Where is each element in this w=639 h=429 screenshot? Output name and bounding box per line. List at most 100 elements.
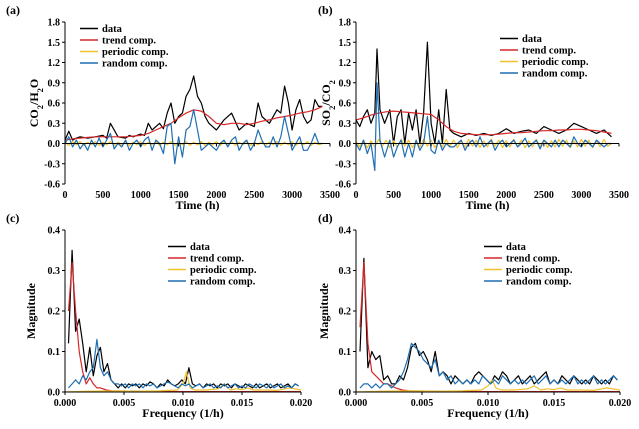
x-tick-label: 0.020: [609, 398, 632, 409]
y-axis-label: SO2/CO2: [319, 80, 337, 126]
x-tick-label: 2500: [244, 190, 264, 201]
panel-label: (a): [6, 3, 20, 17]
y-tick-label: 0.3: [48, 119, 61, 130]
y-tick-label: 0.0: [48, 388, 61, 399]
legend-label-trend: trend comp.: [102, 36, 156, 47]
legend-label-trend: trend comp.: [522, 46, 576, 57]
series-line-data: [65, 75, 323, 141]
y-tick-label: 1.2: [48, 58, 61, 69]
y-tick-label: 0.3: [48, 266, 61, 277]
series-line-data: [359, 257, 618, 385]
series-line-data: [67, 249, 299, 389]
x-tick-label: 0.010: [172, 398, 195, 409]
legend-label-random: random comp.: [102, 59, 168, 70]
x-tick-label: 0.015: [231, 398, 254, 409]
x-tick-label: 0.000: [54, 398, 77, 409]
y-axis-label: Magnitude: [317, 282, 331, 339]
x-tick-label: 500: [95, 190, 110, 201]
x-tick-label: 0.020: [290, 398, 313, 409]
x-tick-label: 3000: [282, 190, 302, 201]
x-tick-label: 0.015: [543, 398, 566, 409]
series-line-random: [356, 82, 612, 172]
x-tick-label: 0: [63, 190, 68, 201]
panel-label: (b): [318, 3, 333, 17]
series-line-random: [65, 109, 323, 165]
y-tick-label: 0.4: [48, 226, 61, 237]
y-tick-label: 1.8: [339, 18, 352, 29]
legend-label-data: data: [506, 242, 527, 253]
panel-label: (d): [318, 211, 333, 225]
y-tick-label: 0.0: [339, 139, 352, 150]
y-tick-label: 0.1: [339, 347, 352, 358]
panel-c: 0.0 0.1 0.2 0.3 0.4 0.000 0.005 0.010 0.015 0.020…: [6, 211, 312, 420]
y-tick-label: -0.3: [335, 159, 351, 170]
legend-label-data: data: [102, 24, 123, 35]
y-tick-label: 0.2: [339, 307, 352, 318]
legend-label-data: data: [522, 34, 543, 45]
x-tick-label: 0.005: [411, 398, 434, 409]
x-tick-label: 3500: [609, 190, 629, 201]
series-line-trend: [67, 261, 301, 392]
legend-label-random: random comp.: [522, 69, 588, 80]
x-tick-label: 1000: [421, 190, 441, 201]
x-tick-label: 0: [354, 190, 359, 201]
panel-b: -0.6 -0.3 0.0 0.3 0.6 0.9 1.2 1.5 1.8 0 500 1000 150…: [318, 3, 629, 212]
x-tick-label: 1500: [459, 190, 479, 201]
y-tick-label: 0.9: [339, 78, 352, 89]
legend-label-random: random comp.: [506, 277, 572, 288]
y-tick-label: 0.9: [48, 78, 61, 89]
legend-label-periodic: periodic comp.: [102, 47, 169, 58]
y-tick-label: 1.2: [339, 58, 352, 69]
y-tick-label: 1.5: [48, 38, 61, 49]
y-tick-label: 1.5: [339, 38, 352, 49]
x-tick-label: 0.005: [113, 398, 136, 409]
legend-label-random: random comp.: [190, 277, 256, 288]
series-line-random: [359, 342, 618, 389]
x-tick-label: 0.000: [345, 398, 368, 409]
panel-label: (c): [6, 211, 19, 225]
y-axis-label: Magnitude: [24, 282, 38, 339]
x-axis-label: Time (h): [175, 198, 219, 212]
legend-label-periodic: periodic comp.: [506, 265, 573, 276]
x-tick-label: 2000: [496, 190, 516, 201]
x-tick-label: 2000: [206, 190, 226, 201]
y-tick-label: 0.0: [339, 388, 352, 399]
x-axis-label: Frequency (1/h): [142, 406, 223, 420]
legend-label-data: data: [190, 242, 211, 253]
series-line-random: [68, 338, 299, 389]
legend-label-trend: trend comp.: [190, 254, 244, 265]
y-tick-label: 0.3: [339, 266, 352, 277]
series-line-trend: [359, 261, 620, 392]
y-tick-label: -0.6: [44, 180, 60, 191]
x-tick-label: 3000: [571, 190, 591, 201]
y-tick-label: 1.8: [48, 18, 61, 29]
panel-d: 0.0 0.1 0.2 0.3 0.4 0.000 0.005 0.010 0.015 0.020…: [317, 211, 631, 420]
panel-a: -0.6 -0.3 0.0 0.3 0.6 0.9 1.2 1.5 1.8 0 500 1000 150…: [6, 3, 340, 212]
y-tick-label: 0.4: [339, 226, 352, 237]
y-tick-label: 0.6: [339, 99, 352, 110]
y-tick-label: 0.6: [48, 99, 61, 110]
legend-label-periodic: periodic comp.: [522, 57, 589, 68]
y-tick-label: 0.3: [339, 119, 352, 130]
series-line-periodic: [65, 371, 301, 392]
legend-label-trend: trend comp.: [506, 254, 560, 265]
legend-label-periodic: periodic comp.: [190, 265, 257, 276]
x-tick-label: 1000: [131, 190, 151, 201]
x-axis-label: Frequency (1/h): [447, 406, 528, 420]
y-tick-label: -0.6: [335, 180, 351, 191]
x-tick-label: 1500: [169, 190, 189, 201]
x-tick-label: 3500: [320, 190, 340, 201]
y-tick-label: 0.0: [48, 139, 61, 150]
y-tick-label: -0.3: [44, 159, 60, 170]
x-axis-label: Time (h): [465, 198, 509, 212]
x-tick-label: 2500: [534, 190, 554, 201]
y-axis-label: CO2/H2O: [27, 79, 45, 128]
x-tick-label: 500: [386, 190, 401, 201]
series-line-trend: [356, 110, 612, 136]
y-tick-label: 0.2: [48, 307, 61, 318]
